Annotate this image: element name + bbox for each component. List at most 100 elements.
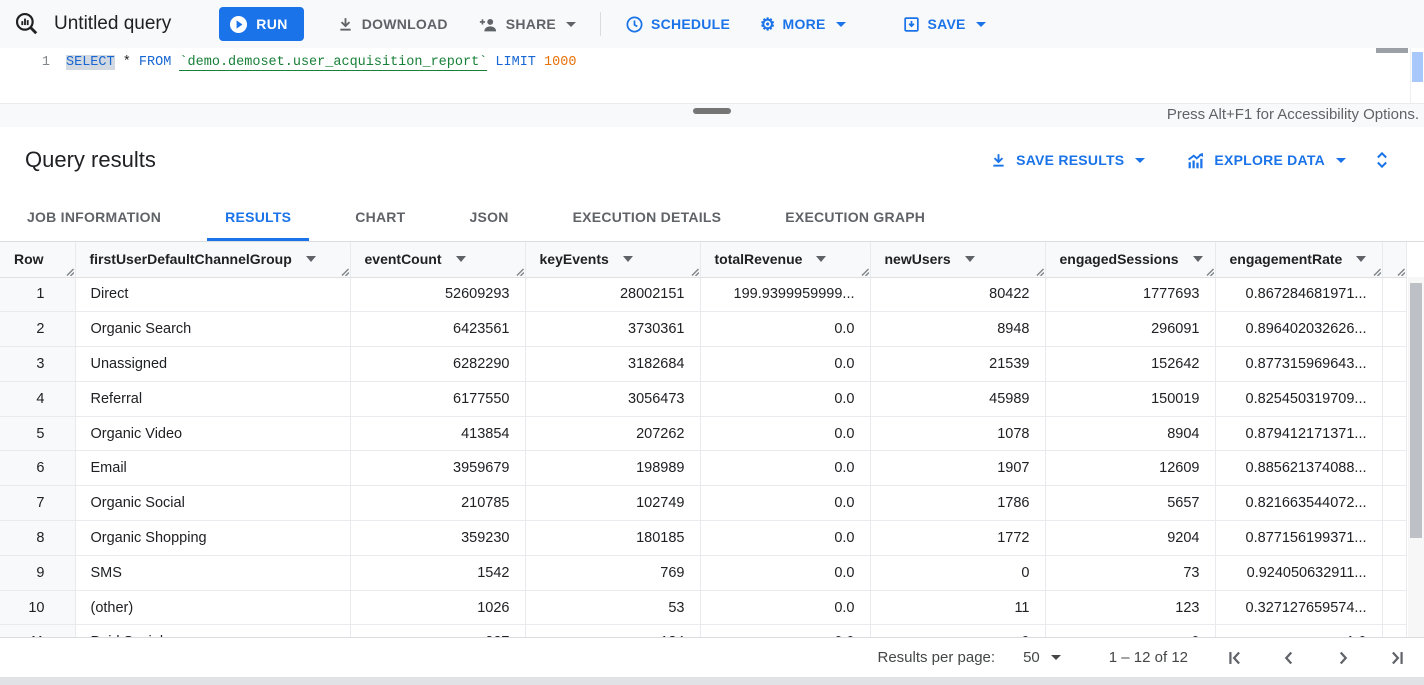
page-size-select[interactable]: 50 <box>1023 649 1061 666</box>
sort-caret-icon[interactable] <box>455 256 466 263</box>
keyevents-cell: 207262 <box>525 416 701 452</box>
tab-chart[interactable]: CHART <box>355 209 406 225</box>
column-resize-handle[interactable] <box>1395 266 1405 276</box>
engagedsessions-cell: 73 <box>1045 555 1216 591</box>
run-button[interactable]: RUN <box>219 7 304 41</box>
engagementrate-cell: 0.877315969643... <box>1215 346 1383 382</box>
schedule-button[interactable]: SCHEDULE <box>613 6 742 42</box>
filler-cell <box>1382 624 1407 637</box>
column-header-totalrevenue[interactable]: totalRevenue <box>700 242 871 278</box>
newusers-cell: 1772 <box>870 520 1046 556</box>
newusers-cell: 1786 <box>870 485 1046 522</box>
filler-cell <box>1382 311 1407 348</box>
editor-horizontal-scrollbar[interactable] <box>1376 48 1408 53</box>
sort-caret-icon[interactable] <box>964 256 975 263</box>
tab-json[interactable]: JSON <box>469 209 509 225</box>
editor-scrollbar-thumb[interactable] <box>1412 52 1423 82</box>
column-header-channel[interactable]: firstUserDefaultChannelGroup <box>75 242 351 278</box>
table-row[interactable]: 4 Referral 6177550 3056473 0.0 45989 150… <box>0 381 1407 417</box>
sql-select-keyword: SELECT <box>66 55 115 70</box>
engagedsessions-cell: 12609 <box>1045 450 1216 487</box>
engagementrate-cell: 0.879412171371... <box>1215 416 1383 452</box>
download-icon <box>336 15 355 34</box>
results-tab-bar: JOB INFORMATION RESULTS CHART JSON EXECU… <box>0 193 1424 242</box>
column-header-newusers[interactable]: newUsers <box>870 242 1046 278</box>
table-row[interactable]: 7 Organic Social 210785 102749 0.0 1786 … <box>0 485 1407 522</box>
sql-code-line[interactable]: SELECT * FROM `demo.demoset.user_acquisi… <box>66 55 577 71</box>
column-header-engagedsessions[interactable]: engagedSessions <box>1045 242 1216 278</box>
engagementrate-cell: 0.327127659574... <box>1215 590 1383 626</box>
sort-caret-icon[interactable] <box>816 256 827 263</box>
row-number-cell: 7 <box>0 485 76 522</box>
tab-execution-graph[interactable]: EXECUTION GRAPH <box>785 209 926 225</box>
share-button[interactable]: SHARE <box>466 6 588 42</box>
last-page-button[interactable] <box>1386 647 1408 669</box>
keyevents-cell: 3182684 <box>525 346 701 382</box>
column-resize-handle[interactable] <box>64 266 74 276</box>
keyevents-cell: 102749 <box>525 485 701 522</box>
column-resize-handle[interactable] <box>1034 266 1044 276</box>
newusers-cell: 0 <box>870 555 1046 591</box>
explore-data-button[interactable]: EXPLORE DATA <box>1185 151 1346 170</box>
row-number-cell: 4 <box>0 381 76 417</box>
row-number-cell: 10 <box>0 590 76 626</box>
accessibility-hint: Press Alt+F1 for Accessibility Options. <box>1166 106 1419 123</box>
column-resize-handle[interactable] <box>514 266 524 276</box>
sort-caret-icon[interactable] <box>1192 256 1203 263</box>
column-resize-handle[interactable] <box>339 266 349 276</box>
column-header-engagementrate[interactable]: engagementRate <box>1215 242 1383 278</box>
previous-page-button[interactable] <box>1278 647 1300 669</box>
channel-cell: Unassigned <box>75 346 351 382</box>
row-number-cell: 3 <box>0 346 76 382</box>
column-header-eventcount[interactable]: eventCount <box>350 242 526 278</box>
save-button[interactable]: SAVE <box>890 6 998 42</box>
table-row[interactable]: 3 Unassigned 6282290 3182684 0.0 21539 1… <box>0 346 1407 382</box>
column-resize-handle[interactable] <box>859 266 869 276</box>
column-header-row[interactable]: Row <box>0 242 76 278</box>
table-row[interactable]: 2 Organic Search 6423561 3730361 0.0 894… <box>0 311 1407 348</box>
table-row[interactable]: 5 Organic Video 413854 207262 0.0 1078 8… <box>0 416 1407 452</box>
column-resize-handle[interactable] <box>1371 266 1381 276</box>
download-button[interactable]: DOWNLOAD <box>324 6 460 42</box>
first-page-button[interactable] <box>1224 647 1246 669</box>
share-person-add-icon <box>478 15 499 34</box>
sort-caret-icon[interactable] <box>622 256 633 263</box>
panel-resize-handle[interactable] <box>693 108 731 114</box>
table-row[interactable]: 1 Direct 52609293 28002151 199.939995999… <box>0 277 1407 313</box>
totalrevenue-cell: 0.0 <box>700 485 871 522</box>
gear-icon: ⚙ <box>760 14 776 34</box>
next-page-button[interactable] <box>1332 647 1354 669</box>
column-resize-handle[interactable] <box>1204 266 1214 276</box>
sort-caret-icon[interactable] <box>305 256 316 263</box>
totalrevenue-cell: 199.9399959999... <box>700 277 871 313</box>
more-button[interactable]: ⚙ MORE <box>748 6 858 42</box>
save-results-button[interactable]: SAVE RESULTS <box>989 151 1146 170</box>
keyevents-cell: 3056473 <box>525 381 701 417</box>
table-row[interactable]: 9 SMS 1542 769 0.0 0 73 0.924050632911..… <box>0 555 1407 591</box>
table-scrollbar-track[interactable] <box>1408 277 1424 637</box>
column-resize-handle[interactable] <box>689 266 699 276</box>
table-row[interactable]: 6 Email 3959679 198989 0.0 1907 12609 0.… <box>0 450 1407 487</box>
expand-collapse-panel-button[interactable] <box>1372 149 1392 171</box>
table-row[interactable]: 8 Organic Shopping 359230 180185 0.0 177… <box>0 520 1407 556</box>
table-row[interactable]: 11 Paid Social 227 134 0.0 0 0 1.0 <box>0 624 1407 637</box>
table-row[interactable]: 10 (other) 1026 53 0.0 11 123 0.32712765… <box>0 590 1407 626</box>
table-scrollbar-thumb[interactable] <box>1410 283 1422 538</box>
save-results-caret-icon <box>1135 157 1146 163</box>
tab-execution-details[interactable]: EXECUTION DETAILS <box>572 209 722 225</box>
channel-cell: (other) <box>75 590 351 626</box>
sort-caret-icon[interactable] <box>1356 256 1367 263</box>
sql-editor[interactable]: 1 SELECT * FROM `demo.demoset.user_acqui… <box>0 48 1424 103</box>
editor-scrollbar-track[interactable] <box>1410 48 1424 103</box>
engagedsessions-cell: 123 <box>1045 590 1216 626</box>
filler-cell <box>1382 450 1407 487</box>
sql-table-reference[interactable]: `demo.demoset.user_acquisition_report` <box>179 55 488 71</box>
eventcount-cell: 1542 <box>350 555 526 591</box>
tab-job-information[interactable]: JOB INFORMATION <box>27 209 162 225</box>
keyevents-cell: 134 <box>525 624 701 637</box>
explore-data-caret-icon <box>1336 157 1346 163</box>
column-header-keyevents[interactable]: keyEvents <box>525 242 701 278</box>
horizontal-scrollbar-strip[interactable] <box>0 677 1424 685</box>
tab-results[interactable]: RESULTS <box>207 193 310 241</box>
totalrevenue-cell: 0.0 <box>700 416 871 452</box>
